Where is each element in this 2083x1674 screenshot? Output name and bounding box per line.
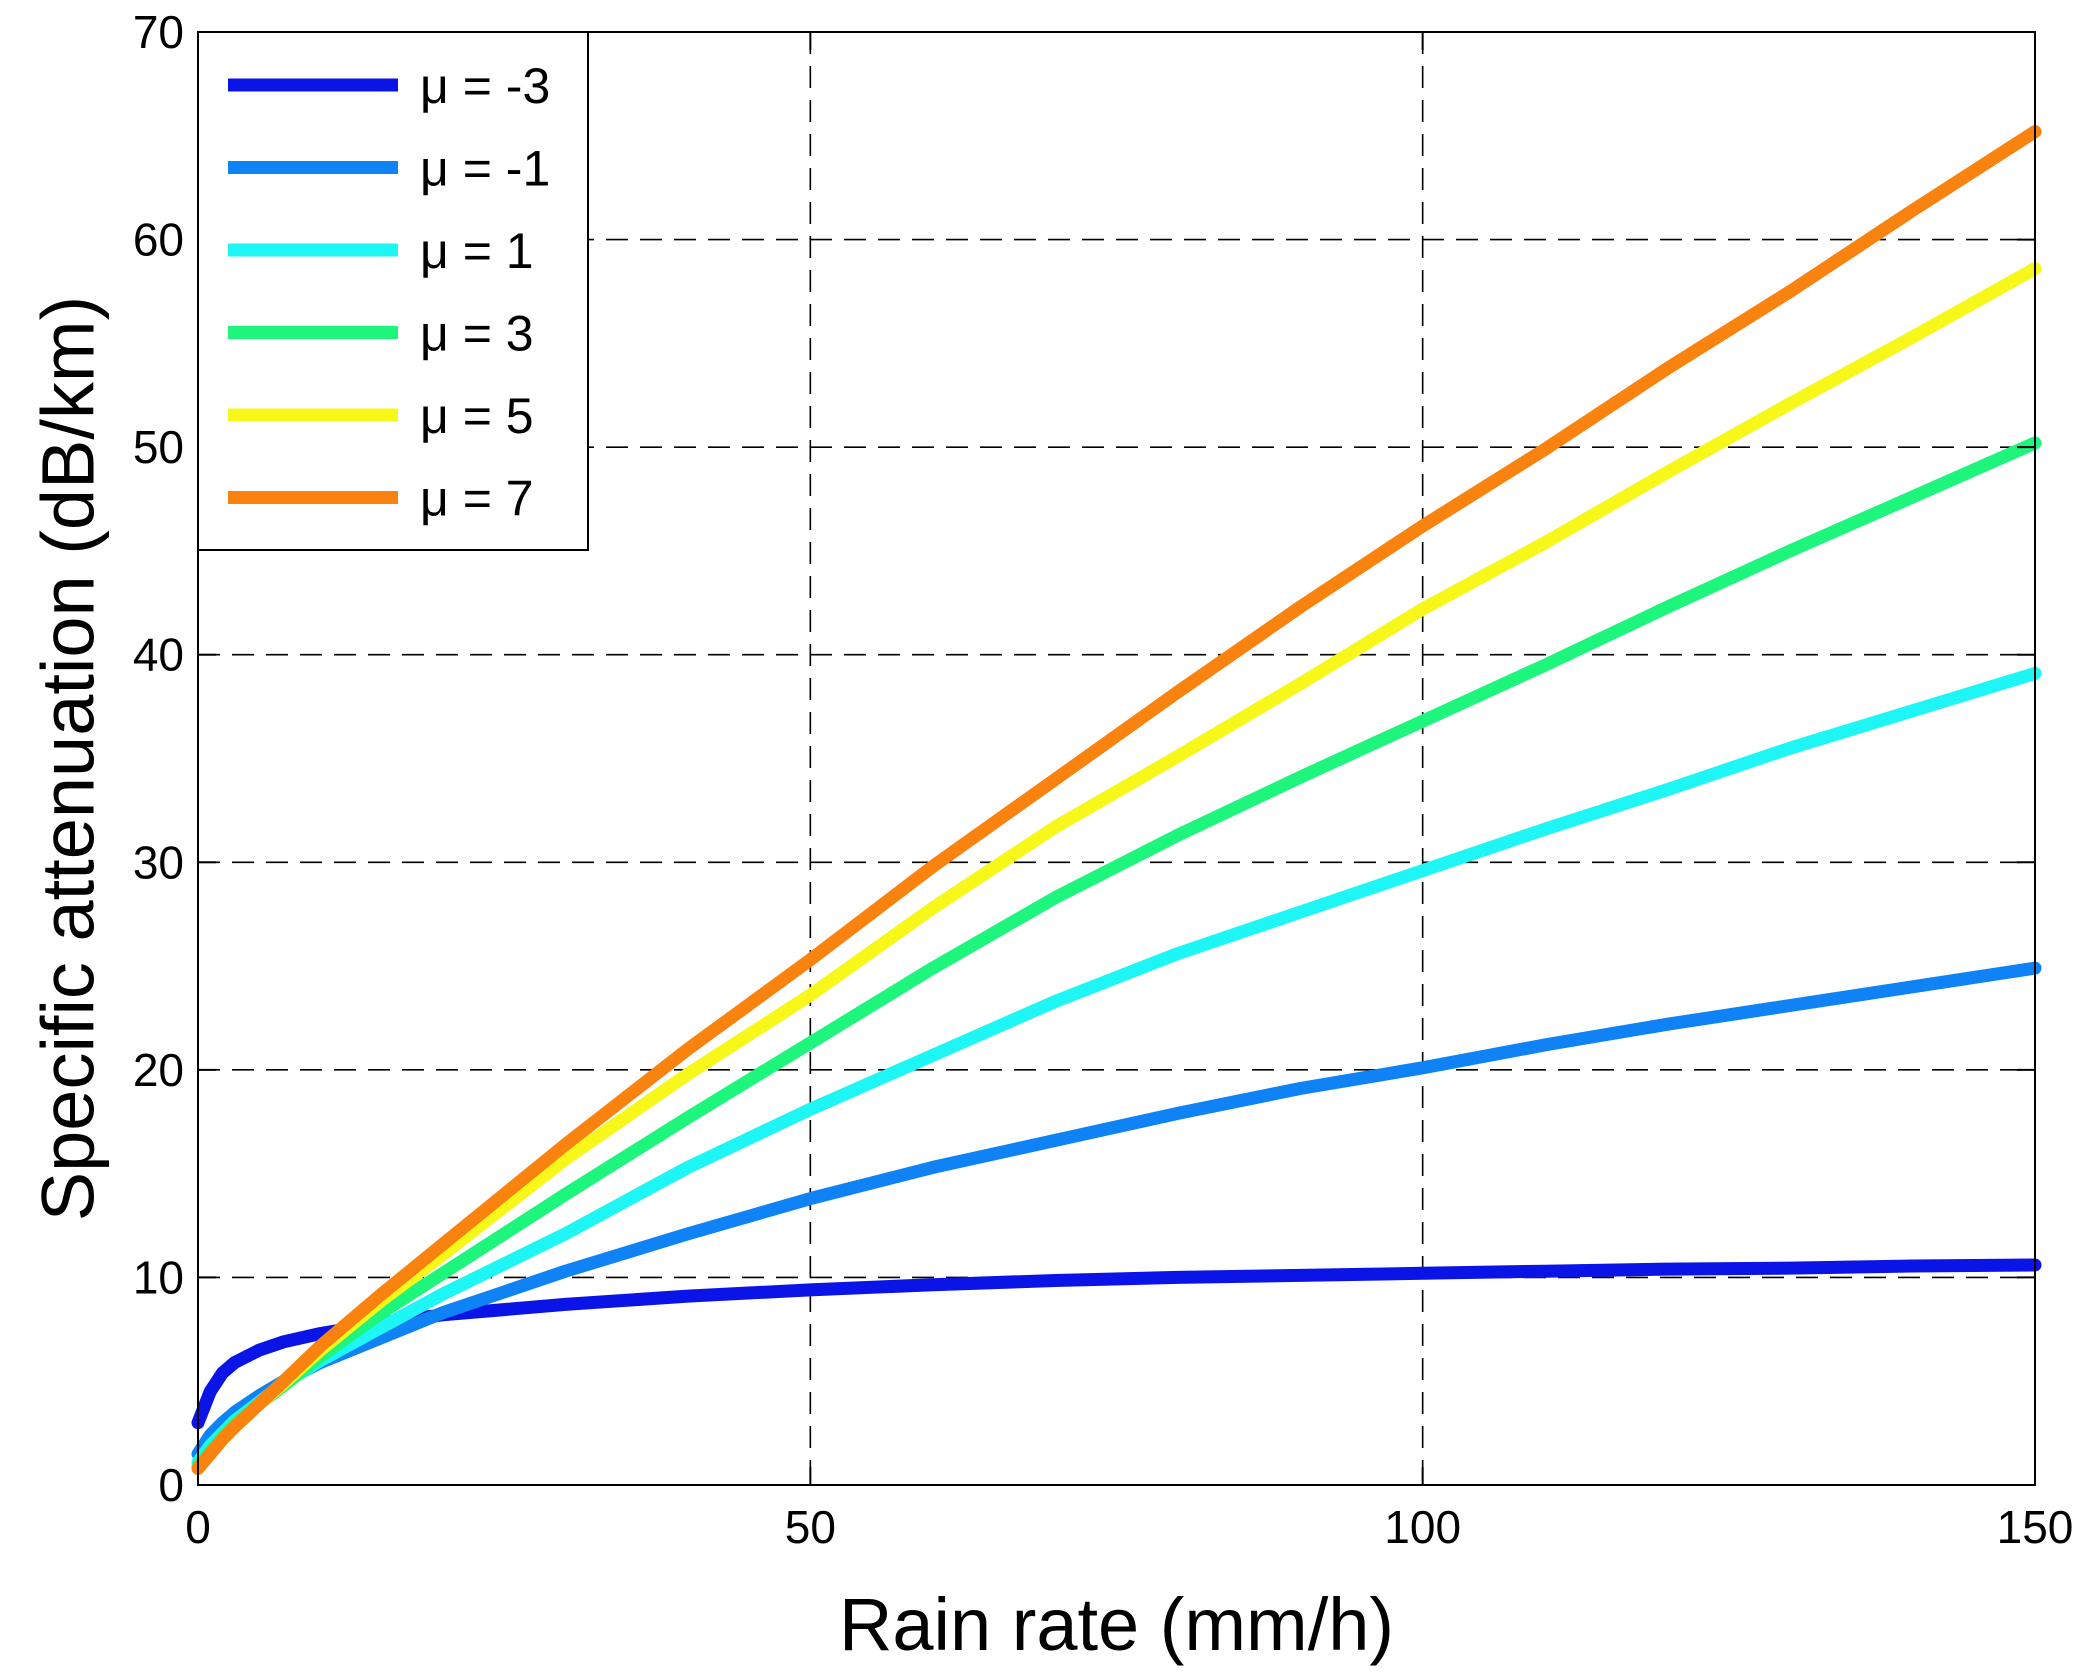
y-tick-label: 40 <box>133 629 184 681</box>
y-tick-label: 10 <box>133 1251 184 1303</box>
legend-label: μ = 1 <box>420 223 534 279</box>
y-tick-label: 20 <box>133 1044 184 1096</box>
legend-label: μ = 3 <box>420 306 534 362</box>
x-tick-label: 0 <box>185 1501 211 1553</box>
x-tick-label: 100 <box>1384 1501 1461 1553</box>
x-tick-label: 50 <box>785 1501 836 1553</box>
series-layer <box>191 125 2042 1475</box>
legend-label: μ = 7 <box>420 471 534 527</box>
x-tick-label: 150 <box>1997 1501 2074 1553</box>
y-tick-label: 70 <box>133 6 184 58</box>
y-tick-label: 50 <box>133 421 184 473</box>
y-tick-label: 0 <box>158 1459 184 1511</box>
legend: μ = -3 μ = -1 μ = 1 μ = 3 μ = 5 μ = 7 <box>197 31 589 551</box>
legend-box <box>197 31 589 551</box>
x-axis-title: Rain rate (mm/h) <box>839 1583 1394 1666</box>
plot-frame <box>197 31 2036 1486</box>
series-line-6 <box>191 125 2042 1475</box>
legend-label: μ = -3 <box>420 58 550 114</box>
tick-labels: 0 50 100 150 0 10 20 30 40 50 60 70 <box>133 6 2074 1553</box>
series-line-1 <box>191 1258 2042 1430</box>
legend-label: μ = -1 <box>420 141 550 197</box>
y-tick-label: 60 <box>133 214 184 266</box>
y-tick-label: 30 <box>133 836 184 888</box>
y-axis-title: Specific attenuation (dB/km) <box>27 296 110 1221</box>
legend-label: μ = 5 <box>420 388 534 444</box>
